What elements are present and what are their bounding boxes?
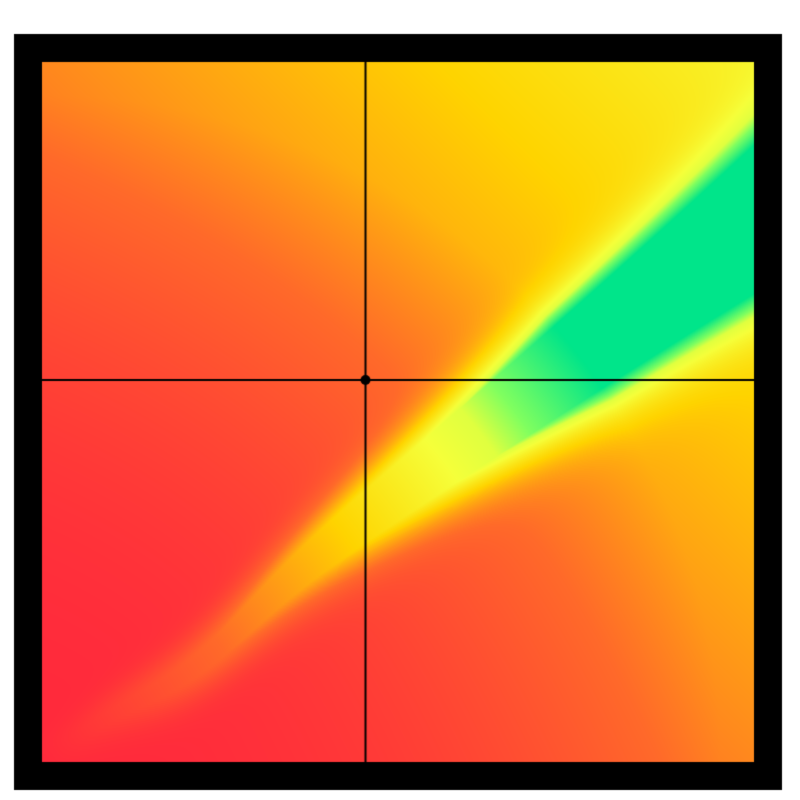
bottleneck-heatmap [0, 0, 800, 800]
chart-container: TheBottleneck.com [0, 0, 800, 800]
